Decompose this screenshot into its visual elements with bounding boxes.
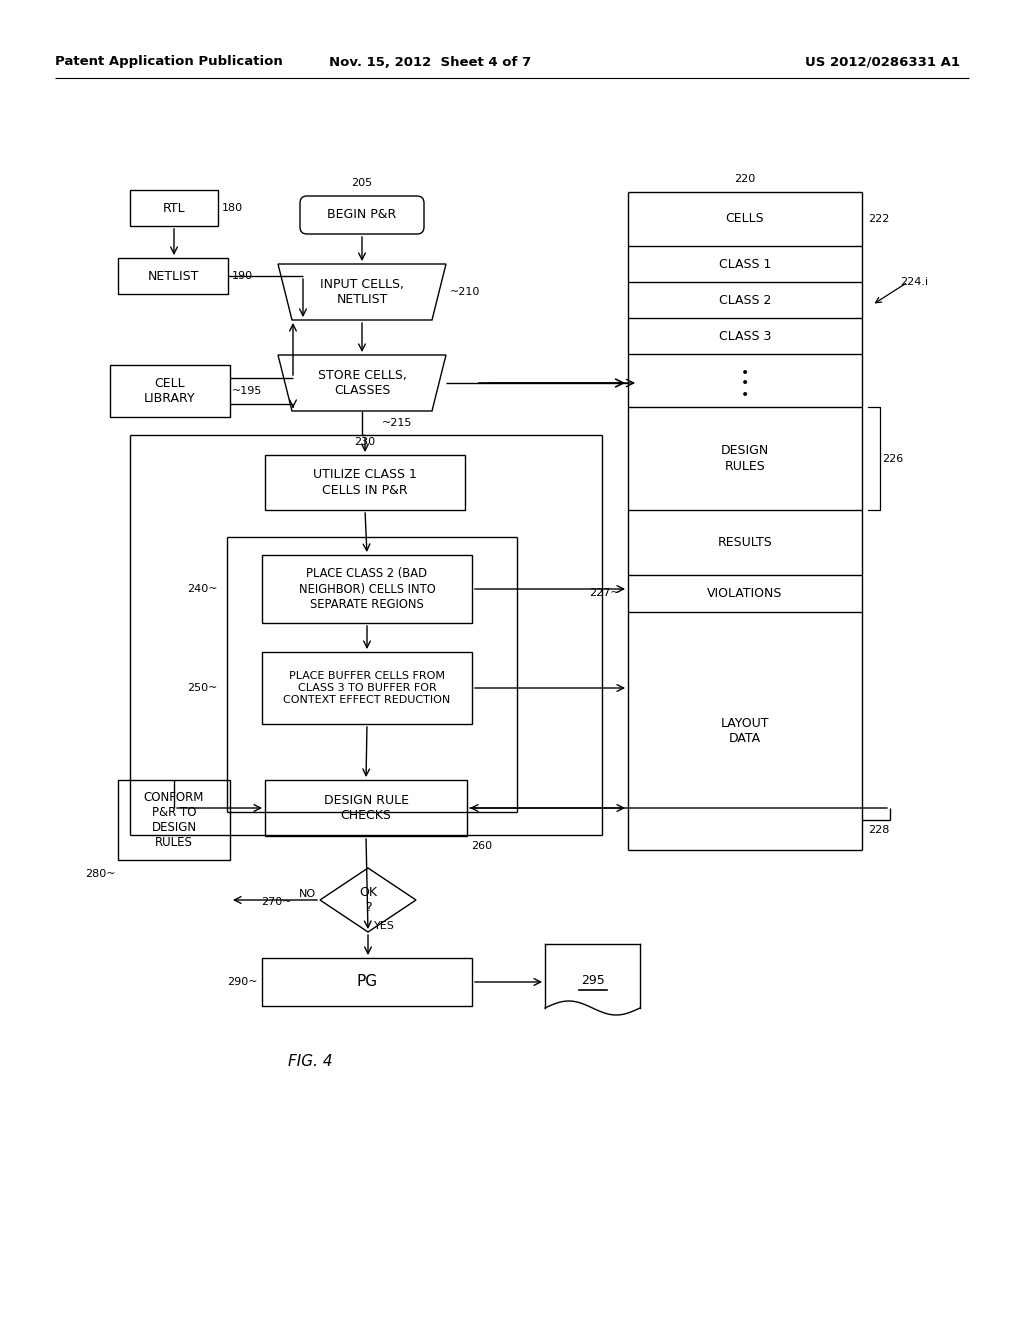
Text: •: • [741, 388, 750, 401]
Text: US 2012/0286331 A1: US 2012/0286331 A1 [805, 55, 961, 69]
Text: 224.i: 224.i [900, 277, 928, 286]
Text: ~210: ~210 [450, 286, 480, 297]
Text: PG: PG [356, 974, 378, 990]
Text: NETLIST: NETLIST [147, 269, 199, 282]
Text: •: • [741, 366, 750, 380]
Text: 250~: 250~ [187, 682, 217, 693]
Text: 260: 260 [471, 841, 493, 851]
Text: DESIGN
RULES: DESIGN RULES [721, 445, 769, 473]
Text: INPUT CELLS,
NETLIST: INPUT CELLS, NETLIST [319, 279, 404, 306]
Polygon shape [319, 869, 416, 932]
Bar [262, 652, 472, 723]
Polygon shape [278, 355, 446, 411]
Text: 205: 205 [351, 178, 373, 187]
Text: VIOLATIONS: VIOLATIONS [708, 587, 782, 601]
Bar [262, 958, 472, 1006]
Text: CELL
LIBRARY: CELL LIBRARY [144, 378, 196, 405]
Text: RESULTS: RESULTS [718, 536, 772, 549]
Text: ~195: ~195 [232, 385, 262, 396]
Bar [262, 554, 472, 623]
Text: 280~: 280~ [85, 869, 116, 879]
Text: YES: YES [374, 921, 395, 931]
Bar [118, 257, 228, 294]
Bar [130, 190, 218, 226]
Text: UTILIZE CLASS 1
CELLS IN P&R: UTILIZE CLASS 1 CELLS IN P&R [313, 469, 417, 496]
Text: 270~: 270~ [261, 898, 292, 907]
Text: RTL: RTL [163, 202, 185, 214]
Text: NO: NO [299, 888, 316, 899]
Text: 222: 222 [868, 214, 890, 224]
Text: CONFORM
P&R TO
DESIGN
RULES: CONFORM P&R TO DESIGN RULES [143, 791, 204, 849]
Text: 295: 295 [581, 974, 604, 986]
Text: PLACE CLASS 2 (BAD
NEIGHBOR) CELLS INTO
SEPARATE REGIONS: PLACE CLASS 2 (BAD NEIGHBOR) CELLS INTO … [299, 568, 435, 610]
Text: LAYOUT
DATA: LAYOUT DATA [721, 717, 769, 744]
Text: FIG. 4: FIG. 4 [288, 1055, 333, 1069]
Text: OK
?: OK ? [359, 886, 377, 913]
Text: 226: 226 [882, 454, 903, 463]
Text: 220: 220 [734, 174, 756, 183]
Bar [265, 780, 467, 836]
Bar [265, 455, 465, 510]
Text: STORE CELLS,
CLASSES: STORE CELLS, CLASSES [317, 370, 407, 397]
Bar [110, 366, 230, 417]
Text: Nov. 15, 2012  Sheet 4 of 7: Nov. 15, 2012 Sheet 4 of 7 [329, 55, 531, 69]
Text: 240~: 240~ [187, 583, 217, 594]
Text: 180: 180 [222, 203, 243, 213]
Text: CLASS 2: CLASS 2 [719, 293, 771, 306]
Text: CLASS 1: CLASS 1 [719, 257, 771, 271]
Text: 227~: 227~ [590, 589, 620, 598]
Bar [118, 780, 230, 861]
Text: •: • [741, 376, 750, 391]
Text: Patent Application Publication: Patent Application Publication [55, 55, 283, 69]
Text: DESIGN RULE
CHECKS: DESIGN RULE CHECKS [324, 795, 409, 822]
Text: 190: 190 [232, 271, 253, 281]
Text: 230: 230 [354, 437, 376, 447]
Text: 228: 228 [868, 825, 890, 836]
Text: CLASS 3: CLASS 3 [719, 330, 771, 342]
Text: PLACE BUFFER CELLS FROM
CLASS 3 TO BUFFER FOR
CONTEXT EFFECT REDUCTION: PLACE BUFFER CELLS FROM CLASS 3 TO BUFFE… [284, 672, 451, 705]
Text: 290~: 290~ [227, 977, 258, 987]
Polygon shape [278, 264, 446, 319]
FancyBboxPatch shape [300, 195, 424, 234]
Text: BEGIN P&R: BEGIN P&R [328, 209, 396, 222]
Text: CELLS: CELLS [726, 213, 764, 226]
Text: ~215: ~215 [382, 418, 413, 428]
